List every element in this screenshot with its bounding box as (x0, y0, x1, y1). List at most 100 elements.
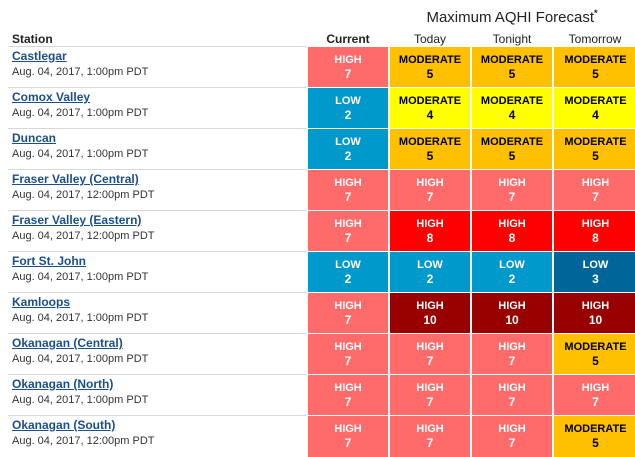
station-cell: Fraser Valley (Eastern) Aug. 04, 2017, 12… (8, 210, 307, 252)
aqhi-value: 4 (426, 107, 434, 122)
aqhi-level: MODERATE (564, 135, 627, 148)
aqhi-value: 8 (592, 230, 599, 245)
aqhi-level: HIGH (581, 176, 610, 189)
aqhi-current-cell: HIGH 7 (306, 333, 389, 375)
aqhi-value: 7 (508, 189, 516, 204)
aqhi-value: 7 (344, 189, 352, 204)
station-link[interactable]: Comox Valley (12, 90, 91, 104)
station-link[interactable]: Okanagan (North) (12, 377, 114, 391)
header-tomorrow: Tomorrow (568, 32, 622, 46)
station-cell: Fort St. John Aug. 04, 2017, 1:00pm PDT (8, 251, 307, 293)
header-today: Today (413, 32, 447, 46)
aqhi-today-cell: HIGH 7 (388, 333, 471, 375)
aqhi-value: 10 (588, 312, 603, 327)
aqhi-value: 5 (508, 66, 516, 81)
aqhi-value: 7 (344, 353, 352, 368)
station-link[interactable]: Fort St. John (12, 254, 86, 268)
station-cell: Comox Valley Aug. 04, 2017, 1:00pm PDT (8, 87, 307, 129)
station-cell: Kamloops Aug. 04, 2017, 1:00pm PDT (8, 292, 307, 334)
aqhi-level: LOW (582, 258, 609, 271)
aqhi-level: HIGH (416, 217, 444, 230)
aqhi-level: HIGH (334, 422, 362, 435)
aqhi-level: HIGH (581, 217, 610, 230)
aqhi-value: 7 (426, 394, 434, 409)
station-cell: Okanagan (North) Aug. 04, 2017, 1:00pm PD… (8, 374, 307, 416)
aqhi-value: 5 (508, 148, 516, 163)
station-timestamp: Aug. 04, 2017, 12:00pm PDT (12, 230, 155, 242)
aqhi-tomorrow-cell: HIGH 7 (552, 374, 635, 416)
aqhi-value: 7 (426, 435, 434, 450)
aqhi-value: 2 (344, 107, 352, 122)
station-link[interactable]: Kamloops (12, 295, 71, 309)
station-timestamp: Aug. 04, 2017, 1:00pm PDT (12, 107, 149, 119)
aqhi-value: 7 (344, 312, 352, 327)
aqhi-level: MODERATE (398, 94, 462, 107)
aqhi-level: MODERATE (564, 53, 627, 66)
aqhi-current-cell: HIGH 7 (306, 374, 389, 416)
aqhi-level: HIGH (498, 217, 526, 230)
table-row: Duncan Aug. 04, 2017, 1:00pm PDT LOW 2 MODER… (8, 128, 635, 170)
aqhi-value: 5 (592, 66, 599, 81)
aqhi-level: MODERATE (480, 135, 544, 148)
aqhi-level: HIGH (498, 422, 526, 435)
aqhi-value: 5 (592, 148, 599, 163)
aqhi-current-cell: LOW 2 (306, 251, 389, 293)
aqhi-level: MODERATE (398, 135, 462, 148)
aqhi-level: MODERATE (480, 53, 544, 66)
table-row: Okanagan (North) Aug. 04, 2017, 1:00pm PD… (8, 374, 635, 416)
station-link[interactable]: Fraser Valley (Eastern) (12, 213, 142, 227)
aqhi-value: 5 (426, 66, 434, 81)
aqhi-value: 4 (592, 107, 599, 122)
aqhi-level: HIGH (498, 299, 526, 312)
aqhi-level: HIGH (498, 176, 526, 189)
forecast-title: Maximum AQHI Forecast* (389, 8, 635, 26)
station-link[interactable]: Fraser Valley (Central) (12, 172, 139, 186)
aqhi-tonight-cell: HIGH 7 (470, 169, 553, 211)
aqhi-value: 10 (423, 312, 437, 327)
header-current: Current (326, 32, 370, 46)
station-timestamp: Aug. 04, 2017, 1:00pm PDT (12, 312, 149, 324)
station-link[interactable]: Okanagan (Central) (12, 336, 123, 350)
aqhi-tonight-cell: HIGH 7 (470, 415, 553, 457)
aqhi-value: 7 (592, 189, 599, 204)
station-cell: Okanagan (Central) Aug. 04, 2017, 1:00pm … (8, 333, 307, 375)
table-row: Fraser Valley (Central) Aug. 04, 2017, 12… (8, 169, 635, 211)
aqhi-value: 7 (508, 394, 516, 409)
aqhi-value: 7 (426, 353, 434, 368)
table-row: Okanagan (South) Aug. 04, 2017, 12:00pm P… (8, 415, 635, 457)
aqhi-value: 7 (592, 394, 599, 409)
aqhi-today-cell: LOW 2 (388, 251, 471, 293)
aqhi-level: MODERATE (398, 53, 462, 66)
aqhi-level: LOW (335, 94, 361, 107)
station-timestamp: Aug. 04, 2017, 1:00pm PDT (12, 353, 149, 365)
aqhi-today-cell: HIGH 7 (388, 169, 471, 211)
header-tonight: Tonight (492, 32, 532, 46)
aqhi-table: Station Current Today Tonight Tomorrow C… (8, 29, 635, 457)
station-cell: Duncan Aug. 04, 2017, 1:00pm PDT (8, 128, 307, 170)
aqhi-level: HIGH (416, 340, 444, 353)
station-timestamp: Aug. 04, 2017, 1:00pm PDT (12, 271, 149, 283)
aqhi-value: 5 (426, 148, 434, 163)
aqhi-tonight-cell: HIGH 10 (470, 292, 553, 334)
aqhi-value: 8 (508, 230, 516, 245)
table-row: Castlegar Aug. 04, 2017, 1:00pm PDT HIGH 7 M… (8, 46, 635, 88)
station-link[interactable]: Duncan (12, 131, 57, 145)
aqhi-level: HIGH (334, 217, 362, 230)
aqhi-tomorrow-cell: HIGH 8 (552, 210, 635, 252)
aqhi-today-cell: MODERATE 5 (388, 46, 471, 88)
aqhi-value: 4 (508, 107, 516, 122)
station-link[interactable]: Okanagan (South) (12, 418, 116, 432)
aqhi-value: 8 (426, 230, 434, 245)
station-cell: Okanagan (South) Aug. 04, 2017, 12:00pm P… (8, 415, 307, 457)
aqhi-level: MODERATE (564, 422, 627, 435)
aqhi-level: LOW (417, 258, 443, 271)
table-header-row: Station Current Today Tonight Tomorrow (8, 29, 635, 47)
aqhi-today-cell: HIGH 10 (388, 292, 471, 334)
aqhi-value: 2 (344, 271, 352, 286)
aqhi-tonight-cell: MODERATE 4 (470, 87, 553, 129)
aqhi-tomorrow-cell: MODERATE 5 (552, 333, 635, 375)
aqhi-current-cell: HIGH 7 (306, 169, 389, 211)
station-link[interactable]: Castlegar (12, 49, 67, 63)
aqhi-level: HIGH (416, 422, 444, 435)
aqhi-today-cell: HIGH 8 (388, 210, 471, 252)
